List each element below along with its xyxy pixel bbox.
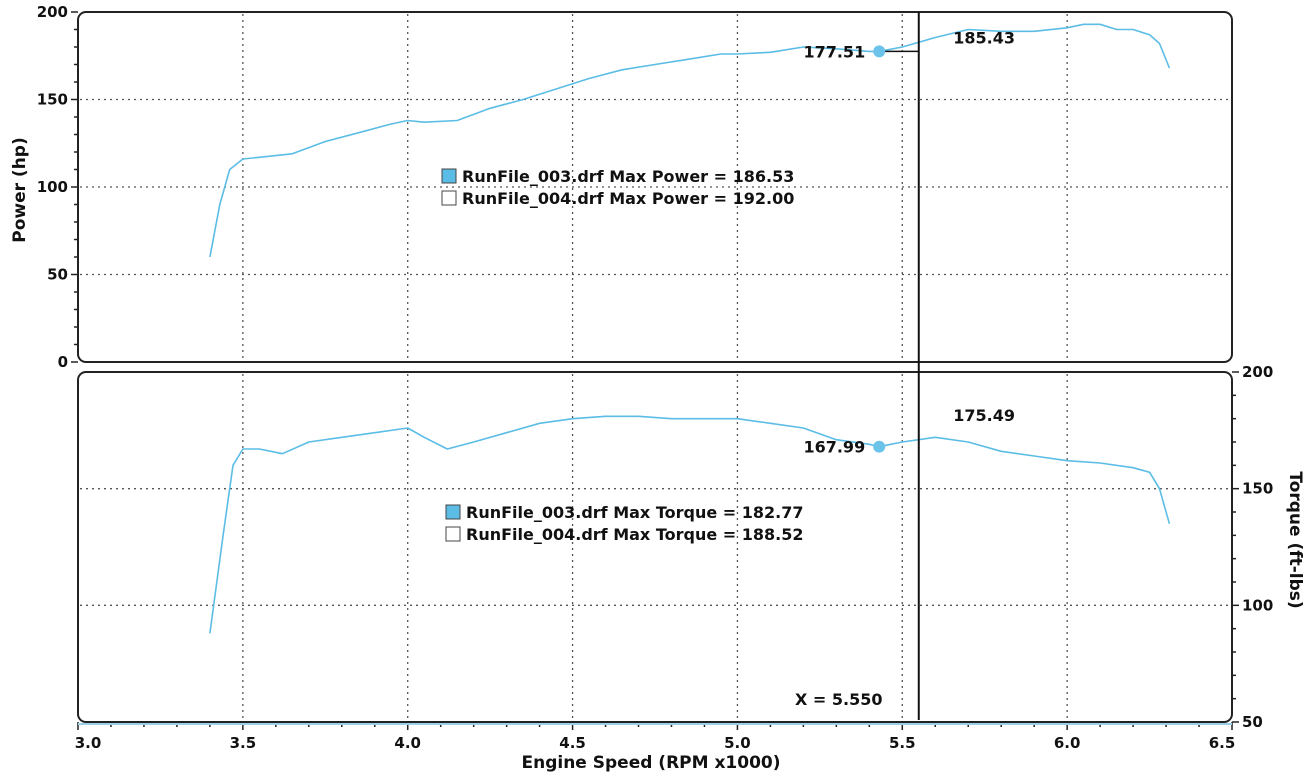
torque-axis-ticks: 50 100 150 200 bbox=[1232, 363, 1273, 731]
power-axis-title: Power (hp) bbox=[10, 137, 30, 243]
torque-grid bbox=[80, 374, 1230, 720]
x-tick-label: 6.0 bbox=[1054, 734, 1081, 752]
x-tick-label: 3.0 bbox=[75, 734, 102, 752]
x-tick-label: 5.5 bbox=[889, 734, 916, 752]
y-tick-label: 150 bbox=[37, 91, 68, 109]
cursor-readout: X = 5.550 bbox=[795, 690, 883, 709]
x-tick-label: 3.5 bbox=[230, 734, 257, 752]
y-tick-label: 200 bbox=[37, 3, 68, 21]
callout-value: 177.51 bbox=[803, 42, 865, 61]
power-axis-ticks: 0 50 100 150 200 bbox=[37, 3, 78, 371]
callout-value: 175.49 bbox=[953, 406, 1015, 425]
power-legend: RunFile_003.drf Max Power = 186.53 RunFil… bbox=[441, 167, 794, 208]
x-axis-ticks: 3.0 3.5 4.0 4.5 5.0 5.5 6.0 6.5 bbox=[75, 722, 1236, 752]
torque-panel: 50 100 150 200 167.99 175.49 RunFile_003.drf… bbox=[77, 363, 1305, 731]
torque-legend: RunFile_003.drf Max Torque = 182.77 RunFi… bbox=[445, 503, 803, 544]
x-tick-label: 6.5 bbox=[1209, 734, 1236, 752]
y-tick-label: 50 bbox=[47, 266, 68, 284]
y-tick-label: 200 bbox=[1242, 363, 1273, 381]
legend-label: RunFile_003.drf Max Power = 186.53 bbox=[462, 167, 794, 186]
power-panel: 0 50 100 150 200 177.51 185.43 RunFile_003.dr… bbox=[10, 3, 1233, 371]
power-series bbox=[209, 23, 1171, 258]
legend-swatch-run-004 bbox=[445, 526, 461, 542]
cursor-marker bbox=[873, 45, 886, 58]
legend-swatch-run-003 bbox=[445, 504, 461, 520]
x-axis: 3.0 3.5 4.0 4.5 5.0 5.5 6.0 6.5 Engine Speed (R… bbox=[75, 722, 1236, 773]
power-plot-frame bbox=[77, 11, 1233, 363]
x-tick-label: 4.0 bbox=[394, 734, 421, 752]
y-tick-label: 50 bbox=[1242, 713, 1263, 731]
series-line-run-003 bbox=[209, 415, 1171, 634]
torque-plot-frame bbox=[77, 371, 1233, 723]
torque-callouts: 167.99 175.49 bbox=[803, 406, 1015, 457]
legend-label: RunFile_004.drf Max Power = 192.00 bbox=[462, 189, 794, 208]
callout-value: 167.99 bbox=[803, 438, 865, 457]
power-grid bbox=[80, 14, 1230, 360]
torque-series bbox=[209, 415, 1171, 634]
y-tick-label: 100 bbox=[1242, 596, 1273, 614]
power-callouts: 177.51 185.43 bbox=[803, 28, 1015, 61]
y-tick-label: 150 bbox=[1242, 480, 1273, 498]
legend-label: RunFile_004.drf Max Torque = 188.52 bbox=[466, 525, 803, 544]
y-tick-label: 100 bbox=[37, 178, 68, 196]
y-tick-label: 0 bbox=[58, 353, 68, 371]
legend-label: RunFile_003.drf Max Torque = 182.77 bbox=[466, 503, 803, 522]
x-tick-label: 4.5 bbox=[559, 734, 586, 752]
cursor-marker bbox=[873, 440, 886, 453]
series-line-run-003 bbox=[209, 23, 1171, 258]
rpm-cursor[interactable]: X = 5.550 bbox=[795, 12, 920, 720]
legend-swatch-run-004 bbox=[441, 190, 457, 206]
x-axis-title: Engine Speed (RPM x1000) bbox=[521, 753, 780, 773]
legend-swatch-run-003 bbox=[441, 168, 457, 184]
callout-value: 185.43 bbox=[953, 28, 1015, 47]
torque-axis-title: Torque (ft-lbs) bbox=[1285, 471, 1305, 608]
x-tick-label: 5.0 bbox=[724, 734, 751, 752]
